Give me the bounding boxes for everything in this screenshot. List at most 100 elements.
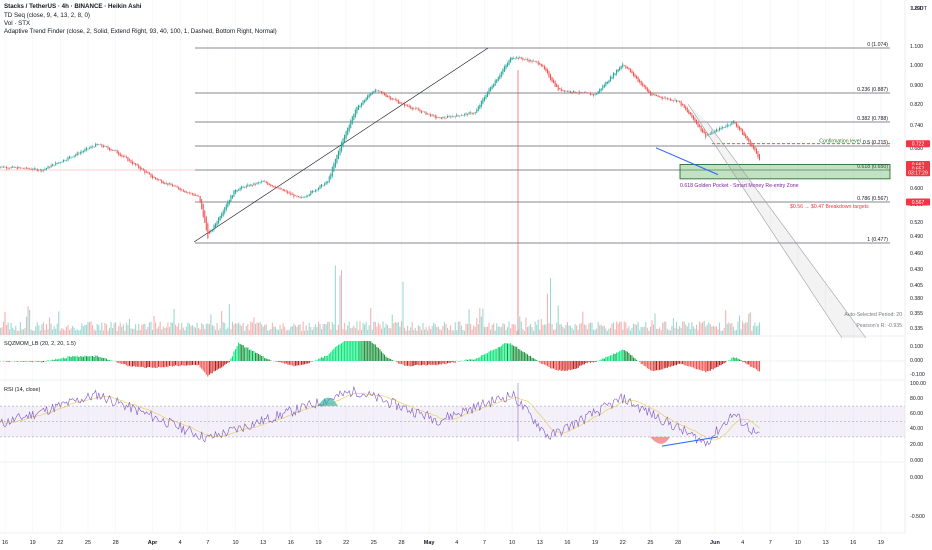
candle-body — [93, 146, 95, 148]
volume-bar — [29, 309, 31, 335]
volume-bar — [168, 327, 170, 335]
candle-body — [749, 139, 751, 146]
candle-body — [679, 100, 681, 102]
volume-bar — [116, 330, 118, 335]
volume-bar — [24, 327, 26, 335]
candle-body — [689, 112, 691, 115]
chart-title[interactable]: Stacks / TetherUS · 4h · BINANCE · Heiki… — [4, 3, 142, 10]
candle-body — [102, 145, 104, 148]
momentum-bar — [161, 361, 163, 368]
volume-bar — [448, 329, 450, 335]
volume-bar — [493, 323, 495, 335]
candle-body — [384, 92, 386, 96]
candle-body — [648, 89, 650, 93]
volume-bar — [496, 323, 498, 335]
momentum-bar — [645, 361, 647, 367]
volume-bar — [151, 329, 154, 335]
momentum-bar — [35, 361, 37, 362]
volume-bar — [133, 328, 135, 335]
momentum-bar — [642, 361, 644, 365]
momentum-panel[interactable]: SQZMOM_LB (20, 2, 20, 1.5) 0.1000.000-0.1… — [0, 341, 925, 378]
candle-body — [626, 66, 628, 69]
volume-bar — [7, 322, 9, 335]
momentum-bar — [101, 357, 103, 361]
candle-body — [574, 91, 576, 93]
candle-body — [459, 115, 461, 117]
candle-body — [9, 168, 11, 169]
candle-body — [588, 92, 590, 94]
time-tick-label: 4 — [741, 540, 744, 546]
candle-body — [165, 183, 167, 184]
volume-bar — [629, 330, 631, 335]
momentum-bar — [663, 361, 665, 369]
volume-bar — [414, 327, 416, 335]
momentum-bar — [41, 361, 43, 363]
momentum-bar — [525, 353, 527, 361]
momentum-bar — [568, 361, 570, 370]
candle-body — [233, 190, 235, 197]
volume-bar — [640, 326, 642, 335]
volume-bar — [714, 326, 716, 335]
time-axis[interactable]: 16 19 22 25 28 Apr 4 7 10 13 16 19 22 25 28 May 4 7 10 13 16… — [0, 532, 905, 546]
candle-body — [185, 191, 187, 193]
pearson-label: Pearson's R: -0.935 — [856, 323, 902, 329]
indicator-volume[interactable]: Vol · STX — [4, 20, 31, 27]
momentum-bar — [277, 361, 280, 363]
volume-bar — [32, 330, 34, 335]
momentum-bar — [213, 361, 215, 372]
momentum-bar — [135, 361, 137, 367]
volume-bar — [288, 329, 290, 335]
volume-bar — [360, 329, 363, 335]
volume-bar — [277, 330, 280, 335]
volume-bar — [656, 328, 658, 335]
momentum-bar — [559, 361, 561, 370]
price-panel[interactable]: 0 (1.074)0.236 (0.887)0.382 (0.788)0.5 (… — [0, 42, 902, 339]
candle-body — [706, 134, 708, 136]
candle-body — [347, 128, 349, 135]
momentum-bar — [480, 355, 482, 361]
price-axis[interactable]: 1.2001.1001.0000.9000.8200.7400.6800.640… — [904, 0, 923, 533]
momentum-bar — [125, 361, 127, 366]
momentum-bar — [227, 361, 229, 363]
momentum-tick: -0.100 — [910, 372, 925, 378]
volume-bar — [336, 329, 338, 335]
candle-body — [473, 113, 475, 115]
indicator-trend-finder[interactable]: Adaptive Trend Finder (close, 2, Solid, … — [4, 28, 277, 35]
volume-bar — [170, 322, 172, 335]
momentum-bar — [90, 355, 92, 361]
volume-bar — [391, 314, 393, 335]
momentum-bar — [144, 361, 146, 369]
momentum-bar — [589, 361, 592, 364]
candle-body — [353, 114, 355, 121]
momentum-bar — [331, 350, 333, 361]
currency-label: USDT — [912, 6, 927, 12]
momentum-bar — [202, 361, 204, 371]
candle-body — [44, 168, 46, 171]
volume-bar — [199, 329, 201, 335]
indicator-td-seq[interactable]: TD Seq (close, 9, 4, 13, 2, 8, 0) — [4, 12, 90, 19]
volume-bar — [662, 322, 664, 335]
momentum-bar — [168, 361, 170, 366]
candle-body — [112, 149, 114, 151]
candle-body — [543, 65, 545, 70]
momentum-bar — [16, 361, 18, 362]
time-tick-label: 16 — [288, 540, 294, 546]
candle-body — [434, 115, 436, 118]
momentum-bar — [196, 361, 198, 366]
volume-bar — [254, 323, 257, 335]
candle-body — [394, 99, 396, 101]
volume-bar — [19, 322, 21, 335]
momentum-bar — [310, 361, 312, 362]
candle-body — [47, 165, 49, 169]
candle-body — [602, 85, 604, 90]
momentum-bar — [201, 361, 203, 369]
volume-bar — [542, 325, 544, 335]
candle-body — [78, 153, 80, 155]
momentum-bar — [520, 350, 522, 361]
volume-bar — [699, 321, 701, 335]
candle-body — [494, 80, 496, 86]
candle-body — [717, 130, 719, 132]
momentum-bar — [599, 360, 601, 361]
rsi-panel[interactable]: RSI (14, close)100.0080.0060.0040.0020.0… — [0, 381, 926, 520]
